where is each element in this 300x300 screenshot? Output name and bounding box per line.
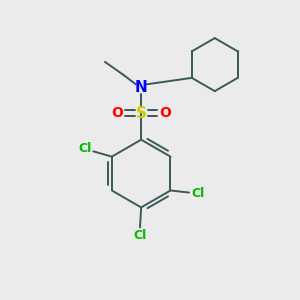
Text: Cl: Cl <box>191 187 205 200</box>
Text: N: N <box>135 80 148 95</box>
Text: O: O <box>111 106 123 120</box>
Text: O: O <box>159 106 171 120</box>
Text: Cl: Cl <box>79 142 92 155</box>
Text: S: S <box>136 106 147 121</box>
Text: Cl: Cl <box>134 229 147 242</box>
